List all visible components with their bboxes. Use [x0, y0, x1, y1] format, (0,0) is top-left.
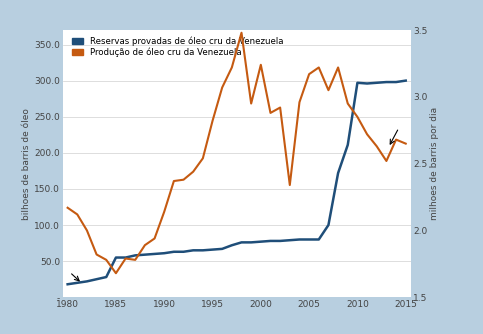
Y-axis label: milhoes de barris por dia: milhoes de barris por dia — [430, 107, 440, 220]
Y-axis label: bilhoes de barris de óleo: bilhoes de barris de óleo — [22, 108, 31, 219]
Legend: Reservas provadas de óleo cru da Venezuela, Produção de óleo cru da Venezuela: Reservas provadas de óleo cru da Venezue… — [71, 34, 285, 59]
